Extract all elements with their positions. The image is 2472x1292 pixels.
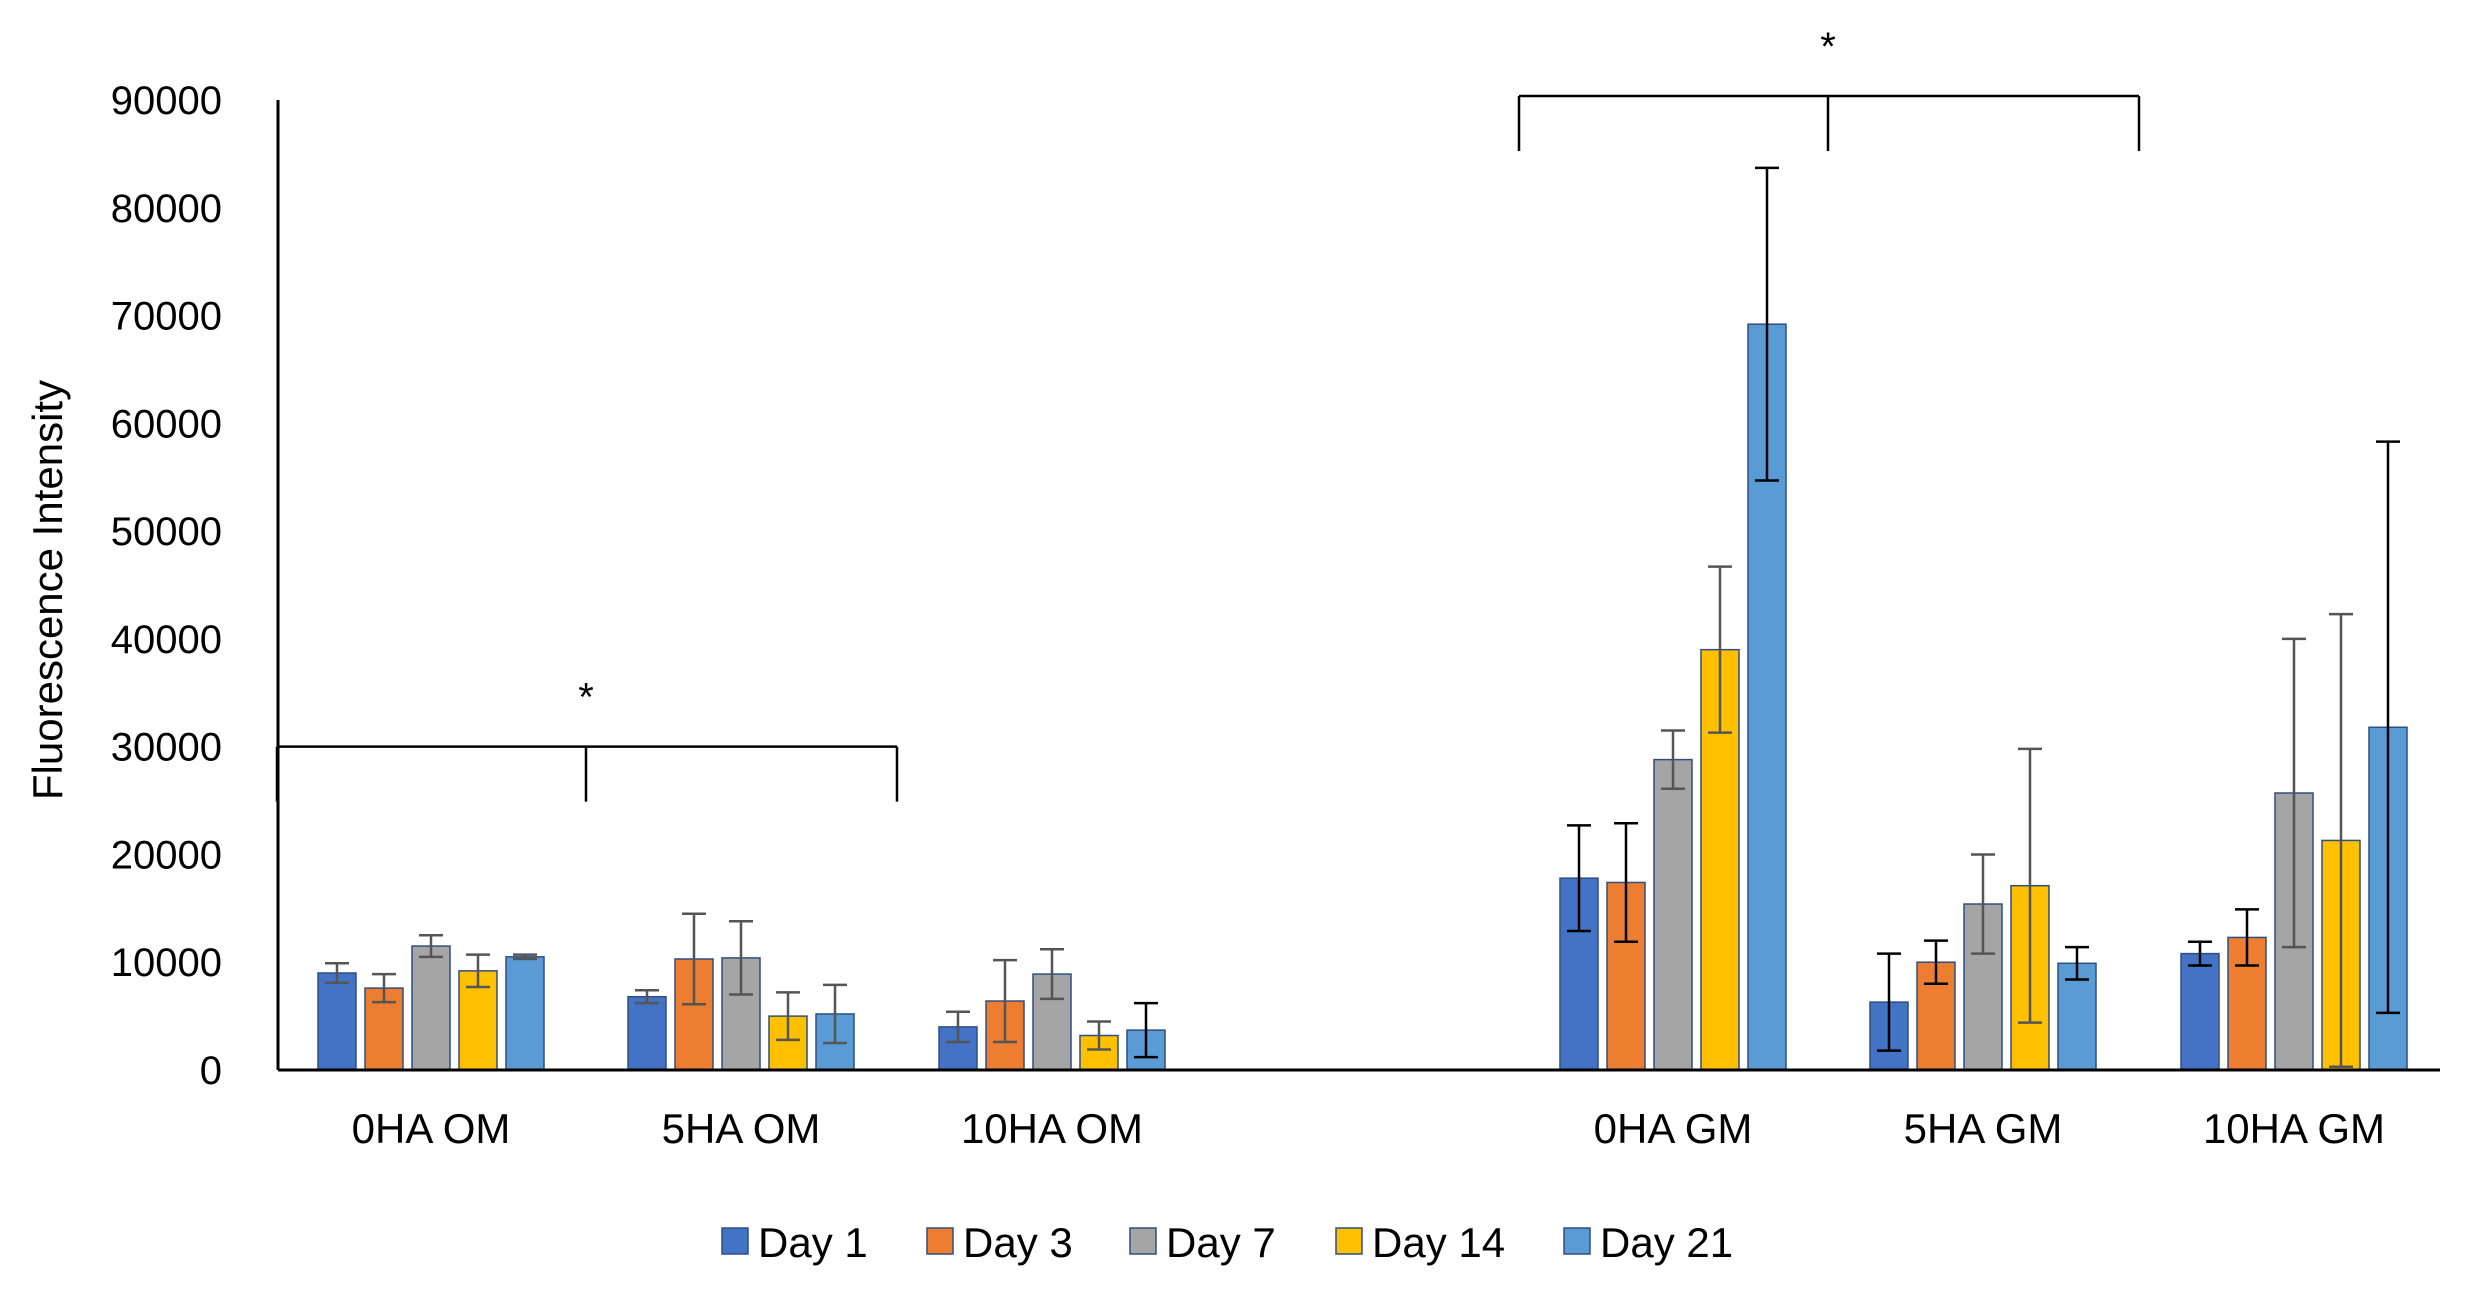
x-tick-label: 10HA GM <box>2203 1105 2385 1152</box>
significance-brackets: ** <box>275 25 2141 802</box>
legend-swatch <box>1335 1227 1363 1255</box>
legend-label: Day 14 <box>1372 1219 1505 1266</box>
y-tick-label: 0 <box>200 1049 222 1093</box>
y-axis-title: Fluorescence Intensity <box>24 380 71 800</box>
legend-swatch <box>926 1227 954 1255</box>
y-tick-label: 20000 <box>111 833 222 877</box>
legend-label: Day 1 <box>758 1219 868 1266</box>
y-tick-label: 80000 <box>111 187 222 231</box>
y-axis-ticks: 0 10000 20000 30000 40000 50000 60000 70000 8000… <box>111 79 222 1093</box>
bar <box>505 956 545 1071</box>
bar <box>317 972 357 1071</box>
y-tick-label: 40000 <box>111 618 222 662</box>
y-tick-label: 50000 <box>111 510 222 554</box>
y-tick-label: 70000 <box>111 295 222 339</box>
legend: Day 1 Day 3 Day 7 Day 14 Day 21 <box>721 1219 1733 1266</box>
significance-asterisk: * <box>1820 25 1836 69</box>
legend-label: Day 7 <box>1166 1219 1276 1266</box>
error-bars <box>325 166 2400 1069</box>
x-tick-label: 5HA OM <box>662 1105 821 1152</box>
x-tick-label: 0HA OM <box>352 1105 511 1152</box>
y-tick-label: 30000 <box>111 726 222 770</box>
bar <box>2057 962 2097 1071</box>
bar <box>627 995 667 1071</box>
x-tick-label: 0HA GM <box>1594 1105 1753 1152</box>
y-tick-label: 60000 <box>111 402 222 446</box>
x-tick-label: 10HA OM <box>961 1105 1143 1152</box>
legend-label: Day 3 <box>963 1219 1073 1266</box>
bar <box>721 957 761 1071</box>
y-tick-label: 90000 <box>111 79 222 123</box>
legend-swatch <box>1129 1227 1157 1255</box>
legend-swatch <box>721 1227 749 1255</box>
y-tick-label: 10000 <box>111 941 222 985</box>
bar <box>2180 952 2220 1071</box>
legend-swatch <box>1563 1227 1591 1255</box>
x-axis-category-labels: 0HA OM 5HA OM 10HA OM 0HA GM 5HA GM 10HA GM <box>352 1105 2385 1152</box>
legend-label: Day 21 <box>1600 1219 1733 1266</box>
bar <box>1653 758 1693 1071</box>
bars <box>317 323 2408 1071</box>
x-tick-label: 5HA GM <box>1904 1105 2063 1152</box>
significance-asterisk: * <box>578 676 594 720</box>
bar <box>1916 961 1956 1071</box>
bar <box>411 945 451 1071</box>
